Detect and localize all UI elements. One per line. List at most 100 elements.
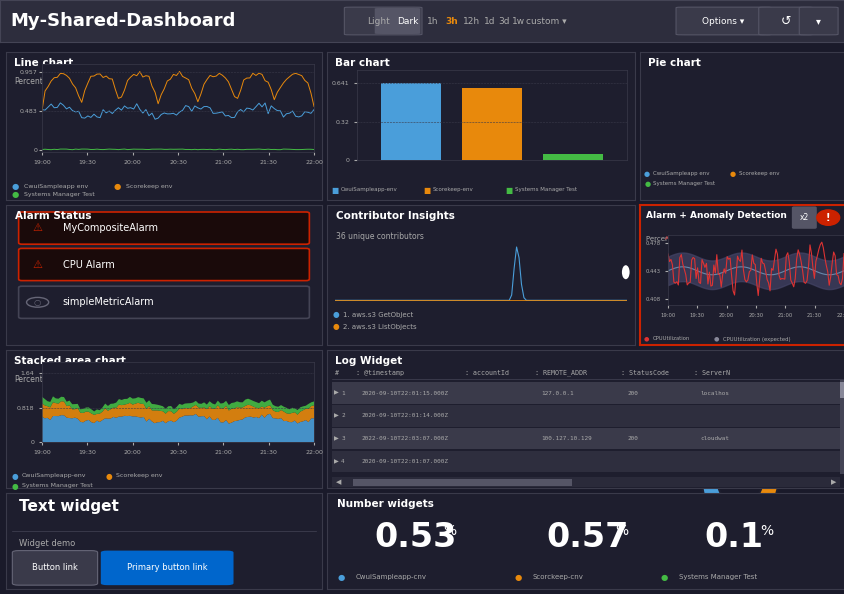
Text: Systems Manager Test: Systems Manager Test	[22, 484, 93, 488]
Text: CPUUtilization: CPUUtilization	[653, 336, 690, 342]
Text: 0.53: 0.53	[375, 521, 457, 554]
Text: 3h: 3h	[446, 17, 458, 26]
Text: 36 unique contributors: 36 unique contributors	[336, 232, 425, 241]
Text: Stacked area chart: Stacked area chart	[14, 356, 126, 365]
Text: 0.1: 0.1	[704, 521, 763, 554]
Text: %: %	[614, 525, 628, 538]
Text: ◀: ◀	[337, 479, 342, 485]
Text: #: #	[335, 370, 338, 376]
Wedge shape	[721, 444, 755, 463]
Text: ●: ●	[714, 336, 719, 342]
Text: CPUUtilization (expected): CPUUtilization (expected)	[723, 336, 791, 342]
Text: CwuiSampleapp-env: CwuiSampleapp-env	[341, 188, 398, 192]
Text: ■: ■	[505, 185, 512, 194]
Text: CwuiSampleapp-env: CwuiSampleapp-env	[22, 473, 86, 479]
Text: custom ▾: custom ▾	[526, 17, 566, 26]
Text: : ServerN: : ServerN	[695, 370, 730, 376]
Text: ●: ●	[661, 573, 668, 582]
Text: ●: ●	[12, 472, 19, 481]
Text: ■: ■	[331, 185, 338, 194]
Text: Alarm Status: Alarm Status	[15, 211, 92, 220]
Text: : @timestamp: : @timestamp	[355, 370, 403, 376]
Text: Options ▾: Options ▾	[702, 17, 744, 26]
Text: CwuiSampleapp env: CwuiSampleapp env	[653, 172, 710, 176]
FancyBboxPatch shape	[676, 7, 771, 35]
Bar	[333, 405, 840, 426]
FancyBboxPatch shape	[344, 7, 422, 35]
Text: ●: ●	[106, 472, 112, 481]
Bar	[840, 382, 844, 399]
Text: Systems Manager Test: Systems Manager Test	[24, 192, 95, 197]
Text: Log Widget: Log Widget	[335, 356, 402, 365]
Text: !: !	[826, 213, 830, 223]
Text: 2020-09-10T22:01:14.000Z: 2020-09-10T22:01:14.000Z	[362, 413, 449, 418]
Text: Line chart: Line chart	[14, 58, 73, 68]
Text: Scorekeep-env: Scorekeep-env	[433, 188, 473, 192]
Text: 1w: 1w	[512, 17, 526, 26]
Text: 1. aws.s3 GetObject: 1. aws.s3 GetObject	[343, 312, 414, 318]
Text: 127.0.0.1: 127.0.0.1	[542, 391, 574, 396]
Text: Text widget: Text widget	[19, 499, 118, 514]
Text: ●: ●	[333, 311, 339, 320]
Text: 1: 1	[341, 391, 344, 396]
Text: ▶: ▶	[333, 413, 338, 418]
Text: My-Shared-Dashboard: My-Shared-Dashboard	[10, 12, 235, 30]
Text: ▶: ▶	[333, 459, 338, 464]
Text: ●: ●	[644, 181, 651, 187]
Text: ●: ●	[333, 323, 339, 331]
FancyBboxPatch shape	[375, 8, 420, 34]
Text: Widget demo: Widget demo	[19, 539, 75, 548]
Text: Bar chart: Bar chart	[335, 58, 389, 68]
Wedge shape	[744, 448, 778, 520]
Text: %: %	[760, 525, 774, 538]
Text: ▶: ▶	[831, 479, 836, 485]
Text: Scorekeep env: Scorekeep env	[116, 473, 163, 479]
Ellipse shape	[622, 265, 630, 279]
Text: 1h: 1h	[427, 17, 439, 26]
Text: Pie chart: Pie chart	[648, 58, 701, 68]
Text: : accountId: : accountId	[465, 370, 509, 376]
Text: 100.127.10.129: 100.127.10.129	[542, 436, 592, 441]
Text: cloudwat: cloudwat	[701, 436, 729, 441]
FancyBboxPatch shape	[19, 248, 310, 280]
FancyBboxPatch shape	[792, 206, 817, 229]
Text: ●: ●	[644, 171, 650, 177]
Text: 2. aws.s3 ListObjects: 2. aws.s3 ListObjects	[343, 324, 417, 330]
Text: Number widgets: Number widgets	[338, 499, 435, 508]
FancyBboxPatch shape	[799, 7, 838, 35]
Text: 2: 2	[341, 413, 344, 418]
Text: ▾: ▾	[816, 16, 821, 26]
Bar	[333, 451, 840, 472]
Text: CwuiSampleapp-cnv: CwuiSampleapp-cnv	[355, 574, 427, 580]
Text: ○: ○	[34, 298, 41, 307]
FancyBboxPatch shape	[19, 286, 310, 318]
Text: 200: 200	[628, 391, 639, 396]
Text: 2020-09-10T22:01:07.000Z: 2020-09-10T22:01:07.000Z	[362, 459, 449, 464]
Text: Light: Light	[367, 17, 390, 26]
Text: ●: ●	[730, 171, 736, 177]
Text: 3d: 3d	[498, 17, 510, 26]
Text: Dark: Dark	[398, 17, 419, 26]
Text: %: %	[443, 525, 456, 538]
Text: ●: ●	[12, 482, 19, 491]
Text: : REMOTE_ADDR: : REMOTE_ADDR	[535, 369, 587, 376]
Text: ⚠: ⚠	[33, 223, 42, 233]
Text: Scorckeep-cnv: Scorckeep-cnv	[533, 574, 584, 580]
Text: ↺: ↺	[781, 14, 791, 27]
Text: Percent: Percent	[14, 375, 43, 384]
Text: x2: x2	[800, 213, 809, 222]
Text: localhos: localhos	[701, 391, 729, 396]
Bar	[463, 88, 522, 160]
Text: Scorekeep env: Scorekeep env	[739, 172, 780, 176]
Text: ●: ●	[114, 182, 122, 191]
Text: 12h: 12h	[463, 17, 480, 26]
Text: CwuiSampleapp env: CwuiSampleapp env	[24, 184, 88, 189]
FancyBboxPatch shape	[13, 551, 98, 585]
Text: Systems Manager Test: Systems Manager Test	[515, 188, 577, 192]
Text: ●: ●	[338, 573, 344, 582]
Bar	[333, 428, 840, 449]
Text: : StatusCode: : StatusCode	[621, 370, 669, 376]
Text: Scorekeep env: Scorekeep env	[126, 184, 172, 189]
Text: Percent: Percent	[14, 77, 43, 86]
Text: 3: 3	[341, 436, 344, 441]
